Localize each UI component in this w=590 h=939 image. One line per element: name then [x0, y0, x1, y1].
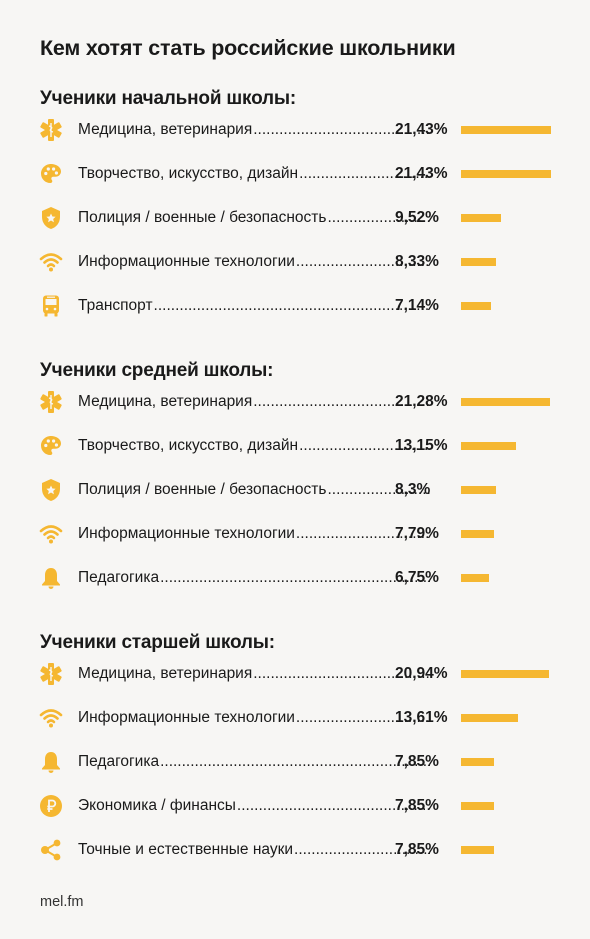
wifi-icon: [38, 521, 64, 547]
value-bar: [461, 442, 516, 450]
category-label: Информационные технологии: [78, 520, 430, 548]
category-text: Педагогика: [78, 753, 161, 770]
value-bar: [461, 258, 496, 266]
category-label: Полиция / военные / безопасность: [78, 204, 430, 232]
category-text: Медицина, ветеринария: [78, 121, 254, 138]
category-label: Транспорт: [78, 292, 430, 320]
chart-row: Информационные технологии 7,79%: [38, 520, 558, 548]
palette-icon: [38, 161, 64, 187]
police-badge-icon: [38, 205, 64, 231]
value-bar: [461, 802, 494, 810]
police-badge-icon: [38, 477, 64, 503]
chart-row: Творчество, искусство, дизайн 21,43%: [38, 160, 558, 188]
value-label: 13,61%: [395, 709, 448, 726]
category-text: Информационные технологии: [78, 709, 296, 726]
chart-row: Медицина, ветеринария 20,94%: [38, 660, 558, 688]
molecule-icon: [38, 837, 64, 863]
value-bar: [461, 670, 549, 678]
group-title: Ученики старшей школы:: [40, 632, 275, 653]
chart-row: Педагогика 6,75%: [38, 564, 558, 592]
value-bar: [461, 398, 550, 406]
chart-row: Творчество, искусство, дизайн 13,15%: [38, 432, 558, 460]
palette-icon: [38, 433, 64, 459]
value-label: 8,33%: [395, 253, 439, 270]
value-bar: [461, 714, 518, 722]
value-bar: [461, 758, 494, 766]
value-label: 9,52%: [395, 209, 439, 226]
chart-row: Полиция / военные / безопасность 8,3%: [38, 476, 558, 504]
bus-icon: [38, 293, 64, 319]
value-label: 20,94%: [395, 665, 448, 682]
source-footer: mel.fm: [40, 894, 84, 910]
bell-icon: [38, 749, 64, 775]
value-bar: [461, 214, 501, 222]
category-label: Точные и естественные науки: [78, 836, 430, 864]
chart-row: Транспорт 7,14%: [38, 292, 558, 320]
category-text: Медицина, ветеринария: [78, 393, 254, 410]
value-label: 13,15%: [395, 437, 448, 454]
category-text: Творчество, искусство, дизайн: [78, 165, 300, 182]
value-label: 7,85%: [395, 841, 439, 858]
chart-title: Кем хотят стать российские школьники: [40, 36, 456, 60]
category-label: Полиция / военные / безопасность: [78, 476, 430, 504]
value-bar: [461, 486, 496, 494]
category-text: Полиция / военные / безопасность: [78, 481, 328, 498]
category-label: Информационные технологии: [78, 248, 430, 276]
chart-row: Информационные технологии 8,33%: [38, 248, 558, 276]
category-text: Экономика / финансы: [78, 797, 237, 814]
value-label: 7,85%: [395, 797, 439, 814]
value-bar: [461, 126, 551, 134]
value-label: 6,75%: [395, 569, 439, 586]
group-title: Ученики средней школы:: [40, 360, 274, 381]
category-text: Педагогика: [78, 569, 161, 586]
value-label: 21,43%: [395, 121, 448, 138]
chart-row: Педагогика 7,85%: [38, 748, 558, 776]
value-label: 21,28%: [395, 393, 448, 410]
medical-icon: [38, 117, 64, 143]
value-label: 8,3%: [395, 481, 431, 498]
chart-row: Точные и естественные науки 7,85%: [38, 836, 558, 864]
chart-row: Медицина, ветеринария 21,28%: [38, 388, 558, 416]
chart-row: Полиция / военные / безопасность 9,52%: [38, 204, 558, 232]
category-label: Творчество, искусство, дизайн: [78, 432, 430, 460]
group-title: Ученики начальной школы:: [40, 88, 297, 109]
ruble-coin-icon: [38, 793, 64, 819]
category-label: Медицина, ветеринария: [78, 116, 430, 144]
category-label: Медицина, ветеринария: [78, 388, 430, 416]
value-bar: [461, 846, 494, 854]
value-bar: [461, 530, 494, 538]
value-bar: [461, 302, 491, 310]
category-text: Полиция / военные / безопасность: [78, 209, 328, 226]
chart-row: Экономика / финансы 7,85%: [38, 792, 558, 820]
category-label: Экономика / финансы: [78, 792, 430, 820]
category-text: Точные и естественные науки: [78, 841, 295, 858]
chart-row: Медицина, ветеринария 21,43%: [38, 116, 558, 144]
category-text: Информационные технологии: [78, 253, 296, 270]
category-text: Медицина, ветеринария: [78, 665, 254, 682]
value-bar: [461, 574, 489, 582]
value-label: 7,85%: [395, 753, 439, 770]
category-text: Информационные технологии: [78, 525, 296, 542]
category-label: Педагогика: [78, 564, 430, 592]
value-label: 21,43%: [395, 165, 448, 182]
wifi-icon: [38, 249, 64, 275]
chart-row: Информационные технологии 13,61%: [38, 704, 558, 732]
category-label: Информационные технологии: [78, 704, 430, 732]
medical-icon: [38, 389, 64, 415]
value-bar: [461, 170, 551, 178]
category-text: Творчество, искусство, дизайн: [78, 437, 300, 454]
category-label: Медицина, ветеринария: [78, 660, 430, 688]
value-label: 7,14%: [395, 297, 439, 314]
category-label: Творчество, искусство, дизайн: [78, 160, 430, 188]
wifi-icon: [38, 705, 64, 731]
category-label: Педагогика: [78, 748, 430, 776]
medical-icon: [38, 661, 64, 687]
value-label: 7,79%: [395, 525, 439, 542]
bell-icon: [38, 565, 64, 591]
category-text: Транспорт: [78, 297, 154, 314]
